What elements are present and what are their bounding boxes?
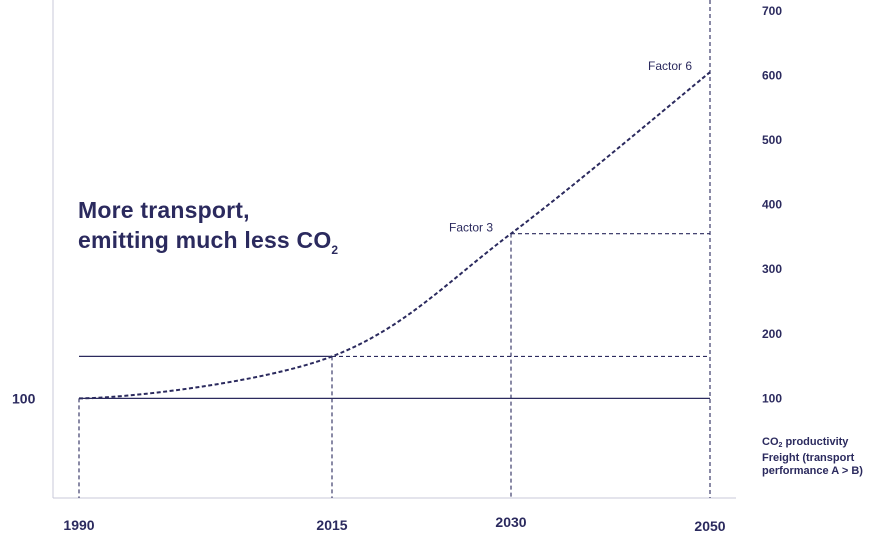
y-tick-100: 100: [762, 391, 782, 405]
axes: [52, 0, 736, 499]
y-tick-300: 300: [762, 262, 782, 276]
headline-line-2-text: emitting much less CO: [78, 227, 332, 253]
x-tick-1990: 1990: [63, 517, 94, 533]
y-tick-200: 200: [762, 327, 782, 341]
annotation-factor-3: Factor 3: [449, 221, 493, 235]
left-tick-100: 100: [12, 390, 36, 406]
right-axis-label-line-2: Freight (transport: [762, 452, 855, 464]
reference-lines: [78, 0, 711, 498]
right-axis-label: CO2 productivity Freight (transport perf…: [762, 436, 863, 478]
headline-line-1: More transport,: [78, 197, 250, 223]
y-tick-600: 600: [762, 68, 782, 82]
headline-line-2: emitting much less CO2: [78, 225, 338, 265]
right-axis-label-line-1: CO2 productivity: [762, 436, 863, 452]
x-tick-2015: 2015: [316, 517, 347, 533]
x-tick-2030: 2030: [495, 514, 526, 530]
series-layer: [78, 71, 711, 400]
y-tick-400: 400: [762, 198, 782, 212]
series-curve: [78, 71, 711, 400]
y-tick-500: 500: [762, 133, 782, 147]
right-axis-label-subscript: 2: [778, 442, 783, 449]
annotation-factor-6: Factor 6: [648, 59, 692, 73]
headline-subscript: 2: [331, 243, 339, 257]
right-axis-label-rest: productivity: [782, 436, 849, 448]
x-tick-2050: 2050: [694, 518, 725, 534]
right-axis-label-prefix: CO: [762, 436, 779, 448]
tick-labels: 1990 2015 2030 2050 100 200 300 400 500 600 700 100…: [12, 4, 782, 534]
right-axis-label-line-3: performance A > B): [762, 465, 863, 477]
y-tick-700: 700: [762, 4, 782, 18]
chart-headline: More transport, emitting much less CO2: [78, 195, 338, 265]
